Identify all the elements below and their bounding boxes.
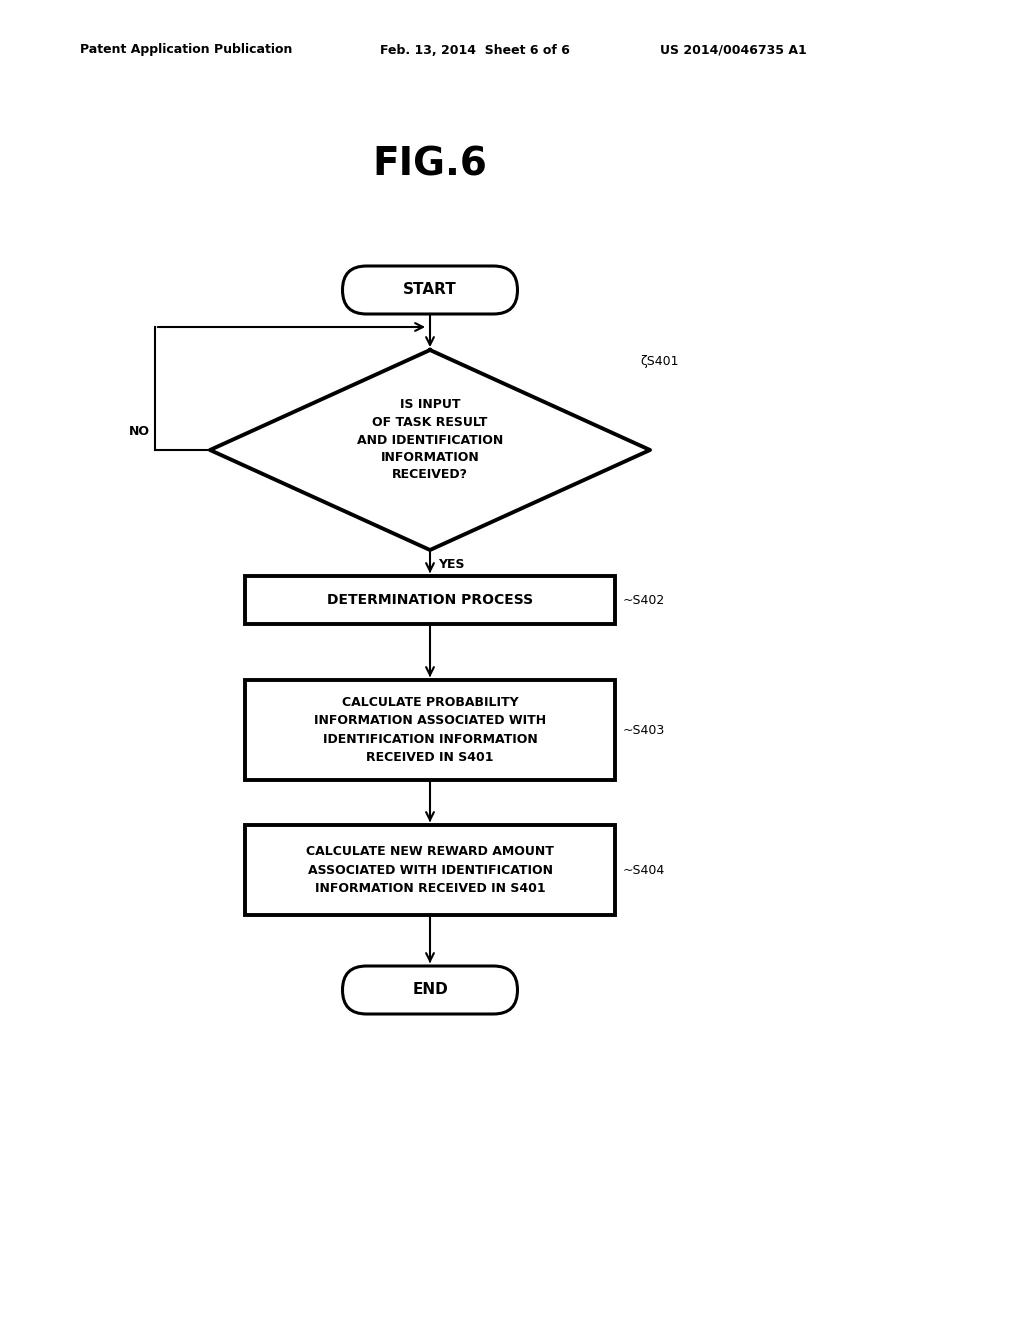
Text: CALCULATE PROBABILITY
INFORMATION ASSOCIATED WITH
IDENTIFICATION INFORMATION
REC: CALCULATE PROBABILITY INFORMATION ASSOCI…: [314, 696, 546, 764]
Polygon shape: [210, 350, 650, 550]
Text: ~S402: ~S402: [623, 594, 666, 606]
Text: DETERMINATION PROCESS: DETERMINATION PROCESS: [327, 593, 534, 607]
Text: Feb. 13, 2014  Sheet 6 of 6: Feb. 13, 2014 Sheet 6 of 6: [380, 44, 570, 57]
Text: YES: YES: [438, 558, 465, 572]
FancyBboxPatch shape: [245, 680, 615, 780]
Text: IS INPUT
OF TASK RESULT
AND IDENTIFICATION
INFORMATION
RECEIVED?: IS INPUT OF TASK RESULT AND IDENTIFICATI…: [357, 399, 503, 482]
Text: US 2014/0046735 A1: US 2014/0046735 A1: [660, 44, 807, 57]
Text: Patent Application Publication: Patent Application Publication: [80, 44, 293, 57]
Text: ~S403: ~S403: [623, 723, 666, 737]
Text: NO: NO: [129, 425, 150, 438]
FancyBboxPatch shape: [245, 576, 615, 624]
Text: END: END: [412, 982, 447, 998]
Text: ζS401: ζS401: [640, 355, 679, 368]
FancyBboxPatch shape: [342, 966, 517, 1014]
Text: CALCULATE NEW REWARD AMOUNT
ASSOCIATED WITH IDENTIFICATION
INFORMATION RECEIVED : CALCULATE NEW REWARD AMOUNT ASSOCIATED W…: [306, 845, 554, 895]
Text: ~S404: ~S404: [623, 863, 666, 876]
Text: START: START: [403, 282, 457, 297]
FancyBboxPatch shape: [245, 825, 615, 915]
FancyBboxPatch shape: [342, 267, 517, 314]
Text: FIG.6: FIG.6: [373, 147, 487, 183]
